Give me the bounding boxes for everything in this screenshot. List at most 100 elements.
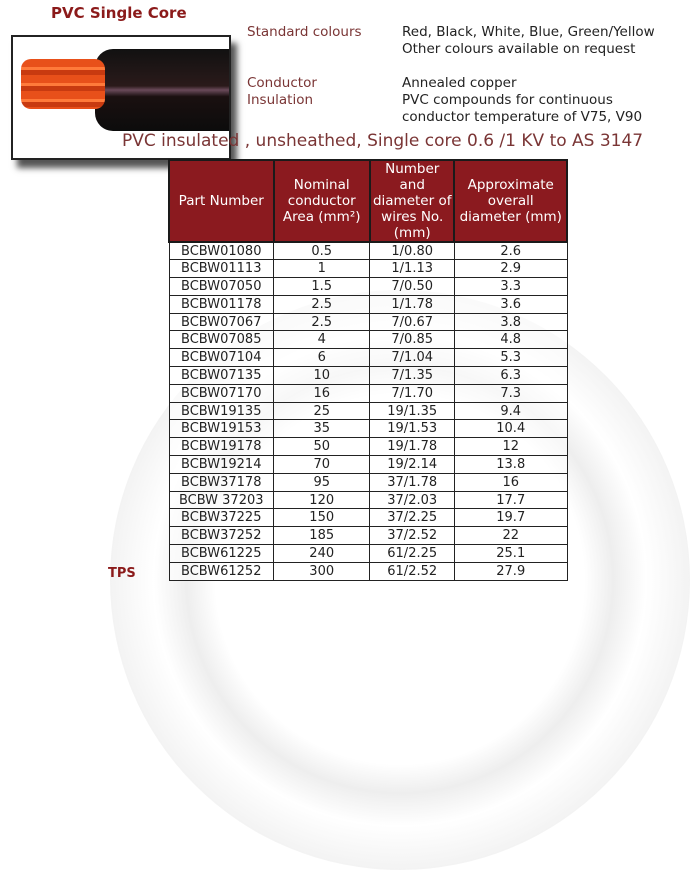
- table-cell: 2.9: [453, 259, 568, 279]
- table-cell: BCBW37225: [168, 508, 274, 528]
- table-cell: 19/1.53: [369, 419, 455, 439]
- table-cell: BCBW37252: [168, 526, 274, 546]
- table-cell: 1/0.80: [369, 241, 455, 261]
- spec-value-colours-note: Other colours available on request: [402, 41, 636, 57]
- table-cell: 9.4: [453, 401, 568, 421]
- table-cell: 19/1.78: [369, 437, 455, 457]
- table-cell: 1.5: [272, 277, 371, 296]
- table-cell: 185: [272, 526, 371, 546]
- table-cell: BCBW19153: [168, 419, 274, 439]
- table-cell: 61/2.25: [369, 544, 455, 563]
- table-cell: 7/1.04: [369, 348, 455, 368]
- column-header: Nominal conductor Area (mm²): [272, 159, 371, 243]
- table-cell: 2.5: [272, 294, 371, 314]
- column-header: Number and diameter of wires No. (mm): [368, 159, 456, 243]
- table-cell: 37/2.03: [369, 490, 455, 510]
- table-cell: 7/0.85: [369, 330, 455, 350]
- table-cell: 5.3: [453, 348, 568, 368]
- table-cell: BCBW01080: [168, 241, 274, 261]
- table-cell: BCBW07135: [168, 366, 274, 385]
- table-cell: BCBW07067: [168, 312, 274, 332]
- spec-label-conductor: Conductor: [247, 75, 317, 91]
- table-row: BCBW37178 95 37/1.78 16: [168, 472, 568, 492]
- table-cell: 120: [272, 490, 371, 510]
- table-cell: 10: [272, 366, 371, 385]
- table-cell: 50: [272, 437, 371, 457]
- table-cell: 150: [272, 508, 371, 528]
- table-cell: 16: [453, 472, 568, 492]
- table-cell: 27.9: [453, 561, 568, 581]
- cable-spec-table: Part Number Nominal conductor Area (mm²) N…: [168, 159, 568, 581]
- table-cell: BCBW61225: [168, 544, 274, 563]
- table-cell: 16: [272, 383, 371, 403]
- table-cell: 6: [272, 348, 371, 368]
- table-cell: 95: [272, 472, 371, 492]
- table-cell: 22: [453, 526, 568, 546]
- table-cell: 10.4: [453, 419, 568, 439]
- spec-value-colours: Red, Black, White, Blue, Green/Yellow: [402, 24, 655, 40]
- table-row: BCBW01080 0.5 1/0.80 2.6: [168, 241, 568, 261]
- table-cell: 7/1.70: [369, 383, 455, 403]
- table-cell: 25: [272, 401, 371, 421]
- spec-value-insulation: PVC compounds for continuous: [402, 92, 613, 108]
- table-row: BCBW07170 16 7/1.70 7.3: [168, 383, 568, 403]
- table-row: BCBW37252 185 37/2.52 22: [168, 526, 568, 546]
- table-cell: BCBW07050: [168, 277, 274, 296]
- table-cell: 1: [272, 259, 371, 279]
- table-cell: 2.5: [272, 312, 371, 332]
- cable-image: [11, 35, 231, 160]
- table-cell: 6.3: [453, 366, 568, 385]
- table-cell: 7/0.50: [369, 277, 455, 296]
- page-title: PVC Single Core: [51, 4, 187, 22]
- table-cell: 1/1.78: [369, 294, 455, 314]
- spec-value-conductor: Annealed copper: [402, 75, 517, 91]
- table-cell: BCBW19178: [168, 437, 274, 457]
- table-cell: 19/1.35: [369, 401, 455, 421]
- table-row: BCBW19178 50 19/1.78 12: [168, 437, 568, 457]
- table-cell: 0.5: [272, 241, 371, 261]
- table-row: BCBW19153 35 19/1.53 10.4: [168, 419, 568, 439]
- footer-label: TPS: [108, 566, 136, 581]
- table-cell: BCBW 37203: [168, 490, 274, 510]
- table-row: BCBW37225 150 37/2.25 19.7: [168, 508, 568, 528]
- table-row: BCBW19135 25 19/1.35 9.4: [168, 401, 568, 421]
- spec-value-insulation-temp: conductor temperature of V75, V90: [402, 109, 643, 125]
- table-cell: BCBW61252: [168, 561, 274, 581]
- table-cell: 3.3: [453, 277, 568, 296]
- table-row: BCBW07104 6 7/1.04 5.3: [168, 348, 568, 368]
- table-row: BCBW01113 1 1/1.13 2.9: [168, 259, 568, 279]
- table-cell: 13.8: [453, 455, 568, 474]
- table-row: BCBW07135 10 7/1.35 6.3: [168, 366, 568, 385]
- table-cell: 3.6: [453, 294, 568, 314]
- column-header: Part Number: [168, 159, 275, 243]
- table-row: BCBW07085 4 7/0.85 4.8: [168, 330, 568, 350]
- spec-label-colours: Standard colours: [247, 24, 362, 40]
- table-cell: 19/2.14: [369, 455, 455, 474]
- table-cell: BCBW37178: [168, 472, 274, 492]
- table-cell: 25.1: [453, 544, 568, 563]
- table-cell: 4: [272, 330, 371, 350]
- table-cell: BCBW07170: [168, 383, 274, 403]
- table-cell: 37/1.78: [369, 472, 455, 492]
- table-cell: 4.8: [453, 330, 568, 350]
- table-cell: 17.7: [453, 490, 568, 510]
- table-row: BCBW07067 2.5 7/0.67 3.8: [168, 312, 568, 332]
- table-cell: 37/2.52: [369, 526, 455, 546]
- table-cell: 7/0.67: [369, 312, 455, 332]
- table-cell: BCBW19214: [168, 455, 274, 474]
- table-row: BCBW61252 300 61/2.52 27.9: [168, 561, 568, 581]
- table-row: BCBW07050 1.5 7/0.50 3.3: [168, 277, 568, 296]
- table-cell: BCBW19135: [168, 401, 274, 421]
- table-cell: BCBW01178: [168, 294, 274, 314]
- table-cell: 1/1.13: [369, 259, 455, 279]
- table-row: BCBW19214 70 19/2.14 13.8: [168, 455, 568, 474]
- table-cell: BCBW01113: [168, 259, 274, 279]
- table-row: BCBW01178 2.5 1/1.78 3.6: [168, 294, 568, 314]
- column-header: Approximate overall diameter (mm): [453, 159, 568, 243]
- table-cell: 300: [272, 561, 371, 581]
- table-cell: 37/2.25: [369, 508, 455, 528]
- table-cell: 240: [272, 544, 371, 563]
- table-cell: 12: [453, 437, 568, 457]
- table-cell: 61/2.52: [369, 561, 455, 581]
- table-row: BCBW 37203 120 37/2.03 17.7: [168, 490, 568, 510]
